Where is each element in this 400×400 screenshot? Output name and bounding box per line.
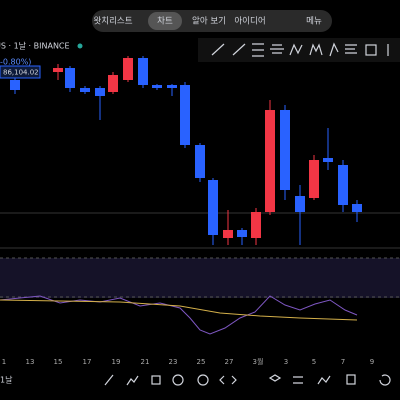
tab: 메뉴 bbox=[306, 17, 322, 27]
x-label: 13 bbox=[26, 358, 35, 366]
rsi-band bbox=[0, 258, 400, 298]
candle-body bbox=[309, 160, 319, 198]
candle-body bbox=[352, 204, 362, 212]
candle-body bbox=[108, 75, 118, 92]
x-label: 15 bbox=[54, 358, 63, 366]
symbol: US · 1날 · BINANCE bbox=[0, 41, 70, 51]
drawing-tools bbox=[211, 42, 389, 57]
candle-body bbox=[265, 110, 275, 212]
x-label: 23 bbox=[169, 358, 178, 366]
candle-body bbox=[338, 165, 348, 205]
bottom-toolbar bbox=[104, 374, 391, 386]
candle-body bbox=[65, 68, 75, 88]
candle-body bbox=[251, 212, 261, 238]
candle-body bbox=[53, 68, 63, 72]
candle-body bbox=[80, 88, 90, 92]
x-label: 27 bbox=[225, 358, 234, 366]
tab: 아이디어 bbox=[234, 16, 265, 27]
candle-body bbox=[138, 58, 148, 85]
rsi-ma bbox=[0, 299, 358, 321]
candle-body bbox=[152, 85, 162, 88]
candles bbox=[10, 56, 362, 245]
tab: 알아 보기 bbox=[192, 16, 226, 27]
x-label: 19 bbox=[112, 358, 121, 366]
tab: 차트 bbox=[157, 17, 173, 27]
candle-body bbox=[295, 196, 305, 212]
x-label: 3 bbox=[284, 358, 288, 366]
active-tab bbox=[148, 12, 182, 30]
candle-body bbox=[237, 230, 247, 237]
candle-body bbox=[223, 230, 233, 238]
candle-body bbox=[323, 158, 333, 162]
x-label: 21 bbox=[141, 358, 150, 366]
tabs: 왓치리스트 차트 알아 보기 아이디어 메뉴 bbox=[93, 16, 322, 27]
x-axis: 1 13 15 17 19 21 23 25 27 3월 3 5 7 9 bbox=[2, 357, 374, 366]
x-label: 17 bbox=[83, 358, 92, 366]
x-label: 7 bbox=[341, 358, 345, 366]
candle-body bbox=[167, 85, 177, 88]
tab: 왓치리스트 bbox=[93, 17, 132, 27]
price: 86,104.02 bbox=[3, 69, 39, 77]
x-label: 25 bbox=[197, 358, 206, 366]
price-box bbox=[0, 65, 41, 79]
candle-body bbox=[195, 145, 205, 178]
x-label: 3월 bbox=[253, 357, 264, 366]
x-label: 1 bbox=[2, 358, 6, 366]
candle-body bbox=[123, 58, 133, 80]
candle-body bbox=[280, 110, 290, 190]
status-dot bbox=[77, 43, 83, 49]
x-label: 9 bbox=[370, 358, 374, 366]
change: -0.80%) bbox=[0, 58, 31, 67]
candle-body bbox=[180, 85, 190, 145]
x-label: 5 bbox=[312, 358, 316, 366]
candle-body bbox=[208, 180, 218, 235]
candle-body bbox=[95, 88, 105, 96]
interval: 1날 bbox=[0, 375, 13, 385]
candle-body bbox=[10, 80, 20, 90]
